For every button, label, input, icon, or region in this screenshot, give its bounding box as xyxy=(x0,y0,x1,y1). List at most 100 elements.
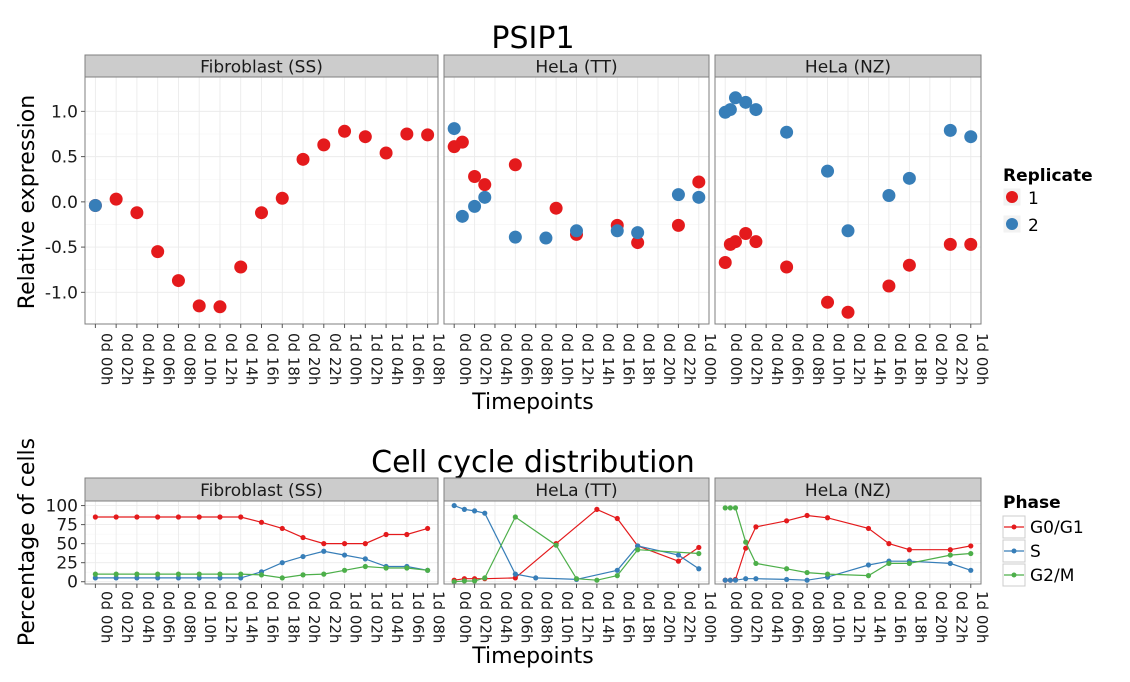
y-tick-label: 0.0 xyxy=(51,193,78,213)
x-tick-label: 0d 22h xyxy=(952,591,970,643)
x-tick-label: 0d 00h xyxy=(727,333,745,385)
data-point-g0g1 xyxy=(300,534,306,541)
x-tick-label: 0d 06h xyxy=(517,333,535,385)
data-point-replicate-2 xyxy=(692,190,706,204)
data-point-s xyxy=(635,543,641,549)
data-point-replicate-2 xyxy=(455,209,469,223)
data-point-s xyxy=(743,576,749,582)
data-point-s xyxy=(461,506,467,512)
x-tick-label: 0d 10h xyxy=(201,591,219,643)
data-point-s xyxy=(512,571,518,577)
data-point-s xyxy=(451,502,457,509)
data-point-replicate-1 xyxy=(130,206,144,220)
legend-title-phase: Phase xyxy=(1003,493,1061,513)
x-tick-label: 0d 20h xyxy=(932,333,950,385)
data-point-g0g1 xyxy=(341,541,348,547)
data-point-g2m xyxy=(404,565,410,571)
data-point-s xyxy=(155,575,161,581)
x-tick-label: 1d 00h xyxy=(701,591,719,643)
legend-title-replicate: Replicate xyxy=(1003,166,1093,186)
x-tick-label: 0d 18h xyxy=(640,591,658,643)
data-point-g2m xyxy=(92,571,98,577)
x-tick-label: 1d 02h xyxy=(367,333,385,385)
legend-label-g0g1: G0/G1 xyxy=(1030,518,1084,538)
data-point-replicate-1 xyxy=(692,175,706,189)
x-tick-label: 0d 20h xyxy=(305,333,323,385)
x-tick-label: 1d 08h xyxy=(430,333,448,385)
data-point-replicate-1 xyxy=(631,236,645,250)
data-point-s xyxy=(341,552,348,558)
data-point-g0g1 xyxy=(134,514,140,520)
x-tick-label: 0d 12h xyxy=(579,591,597,643)
data-point-g0g1 xyxy=(594,506,600,512)
data-point-g0g1 xyxy=(947,547,953,553)
data-point-s xyxy=(753,576,759,582)
data-point-g2m xyxy=(696,550,702,557)
facet-panel-1-2: HeLa (NZ)0d 00h 0d 02h 0d 04h 0d 06h 0d 08h 0… xyxy=(714,477,991,643)
x-tick-label: 0d 12h xyxy=(579,333,597,385)
data-point-g0g1 xyxy=(696,544,702,551)
x-tick-label: 0d 10h xyxy=(201,333,219,385)
x-tick-label: 1d 06h xyxy=(409,591,427,643)
x-tick-label: 0d 04h xyxy=(139,591,157,643)
x-tick-label: 1d 00h xyxy=(347,333,365,385)
data-point-s xyxy=(300,553,306,560)
x-tick-label: 0d 14h xyxy=(243,333,261,385)
data-point-replicate-1 xyxy=(192,299,206,313)
data-point-s xyxy=(865,562,872,568)
data-point-replicate-2 xyxy=(841,224,855,238)
data-point-replicate-1 xyxy=(171,274,185,288)
data-point-replicate-2 xyxy=(570,224,583,238)
data-point-g0g1 xyxy=(886,541,892,547)
x-tick-label: 0d 16h xyxy=(264,333,282,385)
x-tick-label: 0d 18h xyxy=(284,333,302,385)
x-tick-label: 0d 16h xyxy=(619,333,637,385)
data-point-replicate-2 xyxy=(671,188,685,202)
x-tick-label: 0d 08h xyxy=(180,591,198,643)
data-point-s xyxy=(614,567,620,573)
data-point-replicate-1 xyxy=(338,124,352,138)
data-point-s xyxy=(175,575,182,581)
strip-label: Fibroblast (SS) xyxy=(200,481,323,501)
legend-key-g0g1 xyxy=(1011,524,1017,530)
legend-label-s: S xyxy=(1030,542,1041,562)
data-point-g2m xyxy=(175,571,182,577)
data-point-replicate-2 xyxy=(749,103,763,117)
data-point-s xyxy=(696,566,702,572)
x-axis-label-timepoints-top: Timepoints xyxy=(471,390,593,415)
x-tick-label: 0d 00h xyxy=(97,333,115,385)
facet-panel-0-0: Fibroblast (SS)0d 00h 0d 02h 0d 04h 0d 06h 0… xyxy=(45,54,448,385)
data-point-s xyxy=(482,510,488,516)
data-point-g0g1 xyxy=(383,531,389,538)
y-axis-label-expression: Relative expression xyxy=(15,95,40,309)
x-tick-label: 0d 22h xyxy=(952,333,970,385)
x-tick-label: 0d 20h xyxy=(932,591,950,643)
data-point-g0g1 xyxy=(824,515,831,521)
x-tick-label: 0d 18h xyxy=(284,591,302,643)
x-tick-label: 1d 00h xyxy=(973,333,991,385)
data-point-g0g1 xyxy=(92,514,98,520)
data-point-replicate-2 xyxy=(882,189,896,203)
x-tick-label: 1d 02h xyxy=(367,591,385,643)
x-tick-label: 0d 22h xyxy=(680,591,698,643)
data-point-s xyxy=(732,577,739,583)
y-tick-label: 50 xyxy=(56,535,78,555)
data-point-replicate-1 xyxy=(841,305,855,319)
x-tick-label: 0d 00h xyxy=(97,591,115,643)
data-point-g2m xyxy=(553,542,559,548)
data-point-s xyxy=(238,575,244,581)
data-point-g2m xyxy=(886,560,892,567)
data-point-g2m xyxy=(321,571,327,577)
legend-phase: Phase G0/G1 S G2/M xyxy=(1002,493,1084,587)
x-tick-label: 0d 14h xyxy=(871,591,889,643)
data-point-g0g1 xyxy=(784,518,790,524)
legend-key-replicate-1 xyxy=(1006,191,1018,203)
data-point-replicate-1 xyxy=(749,235,763,249)
data-point-replicate-1 xyxy=(902,258,916,272)
legend-key-s xyxy=(1011,548,1017,554)
x-tick-label: 0d 10h xyxy=(558,591,576,643)
x-tick-label: 1d 04h xyxy=(388,333,406,385)
x-tick-label: 0d 06h xyxy=(789,333,807,385)
data-point-s xyxy=(784,576,790,583)
